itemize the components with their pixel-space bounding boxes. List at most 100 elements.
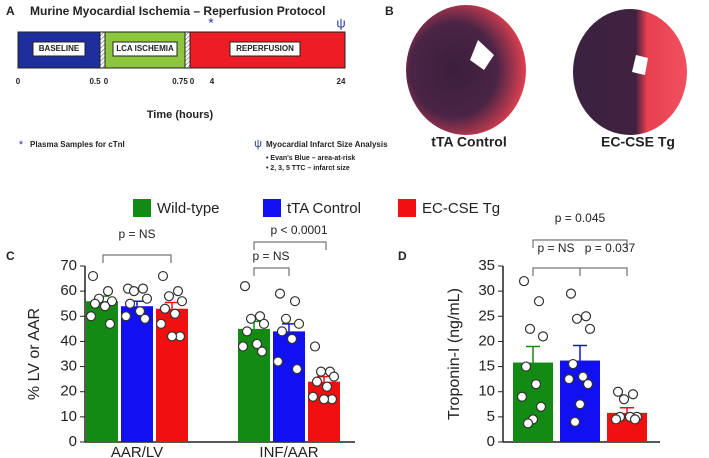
phase-label-box (112, 41, 178, 57)
legend-swatch (133, 199, 151, 217)
data-point (516, 391, 528, 402)
y-axis-label: Troponin-I (ng/mL) (446, 288, 463, 420)
image-label: tTA Control (431, 134, 506, 150)
x-tick-label: INF/AAR (259, 444, 318, 458)
y-tick-label: 50 (60, 307, 77, 324)
y-tick-label: 25 (478, 307, 495, 324)
error-bar (282, 323, 296, 332)
break (184, 31, 191, 69)
marker: ψ (254, 138, 262, 150)
y-tick-label: 15 (478, 358, 495, 375)
data-point (582, 379, 594, 390)
data-point (87, 270, 99, 282)
y-tick-label: 40 (60, 332, 77, 349)
data-point (159, 303, 171, 314)
data-point (618, 394, 630, 405)
time-tick: 4 (210, 77, 215, 86)
significance-bracket (532, 267, 581, 276)
p-value: p = NS (252, 249, 289, 263)
data-point (567, 358, 579, 370)
data-point (280, 313, 292, 324)
data-point (574, 399, 586, 410)
data-point (577, 371, 589, 382)
heart-image (406, 5, 526, 135)
data-point (89, 298, 101, 309)
legend-label: Wild-type (157, 200, 220, 217)
data-point (276, 326, 288, 337)
data-point (141, 293, 153, 304)
data-point (104, 318, 116, 329)
data-point (311, 376, 323, 387)
data-point (137, 283, 149, 294)
time-label: Time (hours) (147, 109, 214, 121)
time-tick: 0.5 (89, 77, 101, 86)
phase-label-box (32, 41, 86, 57)
y-tick-label: 0 (487, 433, 495, 450)
data-point (524, 323, 536, 334)
protocol-title: Murine Myocardial Ischemia – Reperfusion… (30, 4, 325, 18)
y-tick-label: 20 (478, 332, 495, 349)
break (99, 31, 106, 69)
data-point (563, 374, 575, 385)
bar (273, 331, 305, 442)
data-point (120, 311, 132, 322)
data-point (610, 414, 622, 425)
phase-label-box (229, 41, 301, 57)
error-bar (317, 375, 331, 382)
y-tick-label: 35 (478, 257, 495, 274)
phase-label: BASELINE (39, 44, 80, 53)
heart-lumen (632, 55, 648, 75)
time-tick: 0 (16, 77, 21, 86)
error-bar (573, 344, 587, 361)
y-tick-label: 10 (60, 408, 77, 425)
data-point (106, 296, 118, 307)
marker: * (19, 139, 24, 151)
bar (513, 362, 553, 442)
data-point (128, 286, 140, 297)
data-point (251, 338, 263, 350)
y-axis-label: % LV or AAR (26, 308, 43, 400)
panel-label: D (398, 249, 407, 263)
bar (121, 306, 153, 442)
heart-lumen (470, 40, 494, 70)
note: Plasma Samples for cTnI (30, 140, 125, 149)
bar (156, 308, 188, 442)
data-point (139, 313, 151, 324)
data-point (293, 318, 305, 329)
panel-label: B (385, 4, 394, 18)
data-point (309, 341, 321, 352)
data-point (537, 331, 549, 342)
data-point (569, 416, 581, 427)
data-point (571, 313, 583, 324)
p-value: p = 0.045 (555, 211, 606, 225)
data-point (289, 296, 301, 307)
error-bar (526, 345, 540, 363)
bullet: • 2, 3, 5 TTC – infarct size (266, 165, 350, 172)
data-point (102, 286, 114, 297)
data-point (272, 356, 284, 367)
data-point (328, 371, 340, 382)
significance-bracket (532, 239, 628, 248)
data-point (520, 361, 532, 372)
phase-label: LCA ISCHEMIA (116, 44, 174, 53)
bullet: • Evan's Blue – area-at-risk (266, 155, 355, 162)
data-point (565, 288, 577, 299)
note: Myocardial Infarct Size Analysis (266, 140, 388, 149)
data-point (580, 311, 592, 322)
data-point (99, 301, 111, 312)
data-point (85, 311, 97, 322)
data-point (169, 308, 181, 319)
panel-label: C (6, 249, 15, 263)
p-value: p = NS (537, 241, 574, 255)
y-tick-label: 30 (60, 358, 77, 375)
data-point (134, 306, 146, 317)
y-tick-label: 0 (69, 433, 77, 450)
data-point (321, 381, 333, 392)
y-tick-label: 20 (60, 383, 77, 400)
error-bar (620, 407, 634, 413)
data-point (176, 296, 188, 307)
legend-label: EC-CSE Tg (422, 200, 500, 217)
data-point (530, 379, 542, 390)
data-point (163, 291, 175, 302)
data-point (291, 363, 303, 375)
